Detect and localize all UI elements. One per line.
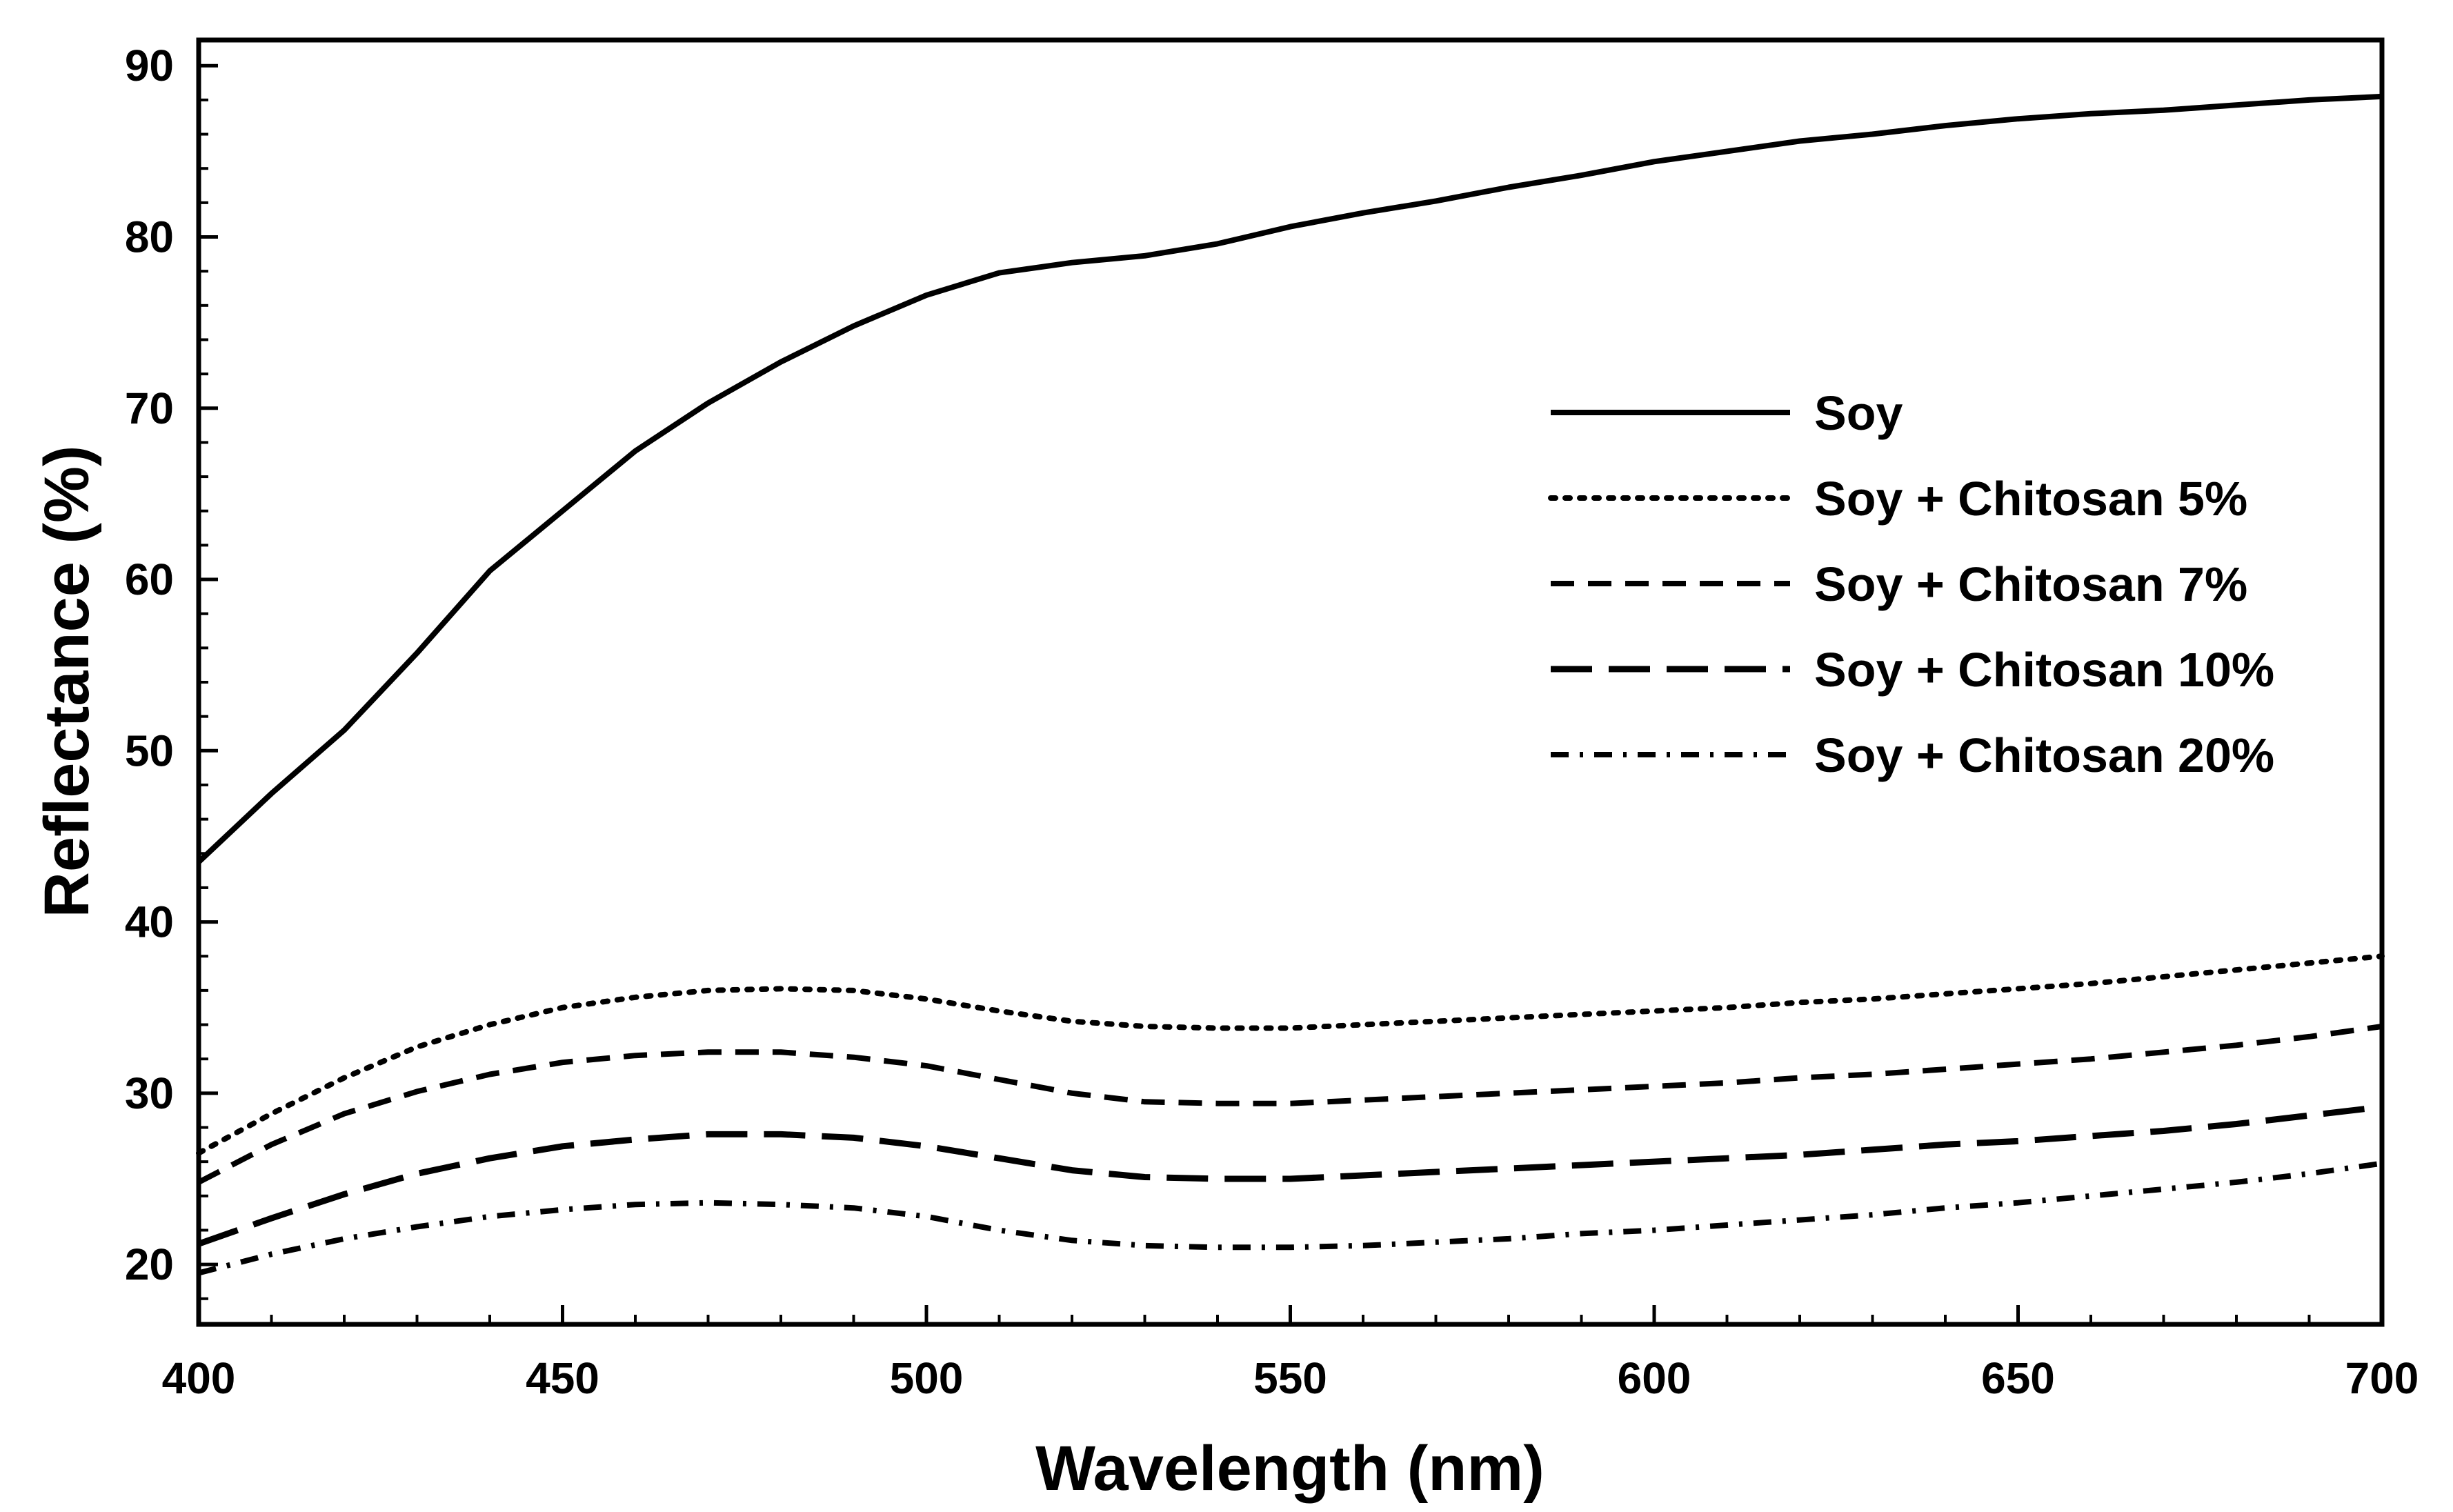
series-line-5: [197, 1160, 2383, 1276]
series-line-3: [197, 1024, 2383, 1185]
y-tick-label: 40: [125, 897, 174, 947]
x-tick-label: 400: [162, 1353, 236, 1403]
x-tick-label: 450: [526, 1353, 599, 1403]
legend-label-2: Soy + Chitosan 5%: [1814, 472, 2247, 526]
y-tick-label: 60: [125, 555, 174, 604]
x-tick-label: 600: [1618, 1353, 1691, 1403]
legend-label-5: Soy + Chitosan 20%: [1814, 728, 2274, 782]
y-tick-labels: 20 30 40 50 60 70 80 90: [125, 41, 174, 1289]
legend-label-4: Soy + Chitosan 10%: [1814, 643, 2274, 697]
y-tick-label: 30: [125, 1068, 174, 1118]
legend-label-1: Soy: [1814, 386, 1903, 440]
x-tick-label: 650: [1981, 1353, 2055, 1403]
series-line-2: [196, 953, 2385, 1156]
series-lines: [196, 93, 2385, 1276]
legend-label-3: Soy + Chitosan 7%: [1814, 557, 2247, 611]
plot-frame: [196, 37, 2385, 1327]
y-tick-label: 90: [125, 41, 174, 90]
legend: Soy Soy + Chitosan 5% Soy + Chitosan 7% Soy…: [1548, 386, 2274, 782]
series-line-4: [197, 1104, 2383, 1247]
y-tick-label: 20: [125, 1240, 174, 1289]
y-tick-label: 70: [125, 384, 174, 433]
x-tick-labels: 400 450 500 550 600 650 700: [162, 1353, 2419, 1403]
y-tick-label: 50: [125, 726, 174, 775]
y-tick-label: 80: [125, 212, 174, 262]
series-line-1: [197, 93, 2383, 864]
x-tick-label: 700: [2345, 1353, 2419, 1403]
x-tick-label: 550: [1253, 1353, 1327, 1403]
x-tick-label: 500: [890, 1353, 964, 1403]
x-axis-title: Wavelength (nm): [1035, 1433, 1545, 1504]
y-axis-title: Reflectance (%): [32, 445, 102, 917]
